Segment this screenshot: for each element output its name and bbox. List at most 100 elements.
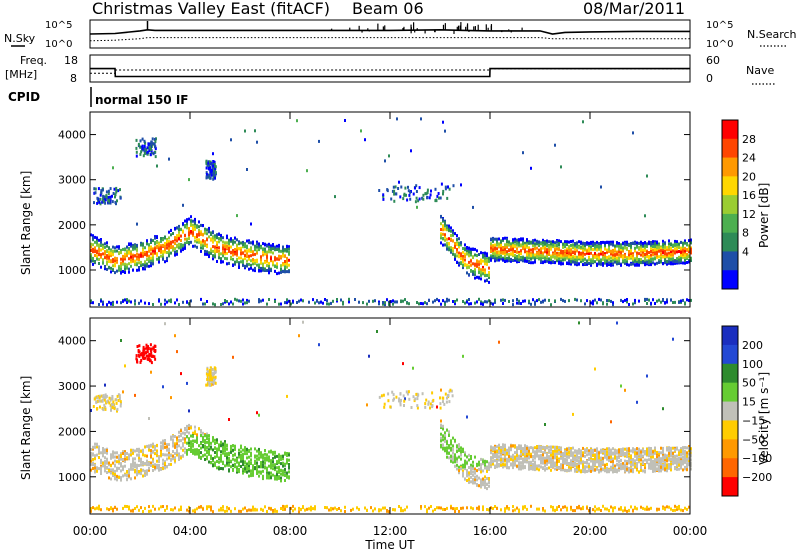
range-cell xyxy=(618,257,620,261)
range-cell xyxy=(178,430,180,434)
range-cell xyxy=(92,467,94,470)
range-cell xyxy=(130,467,132,471)
range-cell xyxy=(112,450,114,454)
range-cell xyxy=(206,232,208,236)
range-cell xyxy=(162,257,164,261)
range-cell xyxy=(488,266,490,270)
range-cell xyxy=(504,236,506,240)
range-cell xyxy=(164,260,166,264)
range-cell xyxy=(100,508,102,512)
range-cell xyxy=(474,268,476,272)
range-cell xyxy=(134,463,136,467)
range-cell xyxy=(196,238,198,242)
range-cell xyxy=(690,250,692,254)
range-cell xyxy=(258,263,260,267)
range-cell xyxy=(134,449,136,453)
range-cell xyxy=(162,445,164,449)
range-cell xyxy=(582,245,584,249)
range-cell xyxy=(428,298,430,302)
range-cell xyxy=(526,259,528,263)
range-cell xyxy=(176,298,178,302)
range-cell xyxy=(462,254,464,258)
range-cell xyxy=(568,255,570,259)
range-cell xyxy=(96,453,98,457)
range-cell xyxy=(118,466,120,470)
range-cell xyxy=(670,254,672,258)
range-cell xyxy=(686,298,688,302)
range-cell xyxy=(476,249,478,253)
range-cell xyxy=(92,458,94,461)
range-cell xyxy=(440,234,442,238)
range-cell xyxy=(158,242,160,246)
range-cell xyxy=(440,222,442,226)
range-cell xyxy=(242,507,244,511)
range-cell xyxy=(492,460,494,463)
range-cell xyxy=(534,238,536,242)
range-cell xyxy=(184,225,186,229)
range-cell xyxy=(107,189,110,193)
range-cell xyxy=(264,449,266,452)
range-cell xyxy=(198,232,200,236)
range-cell xyxy=(148,264,150,268)
range-cell xyxy=(112,268,114,272)
range-cell xyxy=(164,322,166,326)
range-cell xyxy=(98,467,100,471)
range-cell xyxy=(166,300,168,304)
range-cell xyxy=(474,477,476,481)
range-cell xyxy=(274,477,276,481)
range-cell xyxy=(100,255,102,259)
range-cell xyxy=(490,461,492,465)
range-cell xyxy=(198,228,200,232)
range-cell xyxy=(582,243,584,247)
range-cell xyxy=(176,243,178,247)
range-cell xyxy=(234,236,236,240)
range-cell xyxy=(256,140,258,144)
range-cell xyxy=(472,460,474,464)
range-cell xyxy=(198,449,200,452)
range-cell xyxy=(222,251,224,255)
range-cell xyxy=(404,298,406,302)
range-cell xyxy=(214,176,216,180)
range-cell xyxy=(168,243,170,247)
range-cell xyxy=(120,251,122,255)
range-cell xyxy=(252,465,254,469)
range-cell xyxy=(596,263,598,267)
range-cell xyxy=(642,251,644,254)
range-cell xyxy=(614,244,616,248)
range-cell xyxy=(209,170,212,174)
range-cell xyxy=(590,247,592,251)
range-cell xyxy=(104,461,106,465)
range-cell xyxy=(366,508,368,512)
range-cell xyxy=(252,262,254,266)
range-cell xyxy=(178,303,180,306)
range-cell xyxy=(544,260,546,264)
range-cell xyxy=(484,262,486,266)
range-cell xyxy=(672,243,674,247)
range-cell xyxy=(226,241,228,245)
range-cell xyxy=(562,262,564,266)
range-cell xyxy=(210,461,212,465)
range-cell xyxy=(166,251,168,254)
range-cell xyxy=(188,448,190,452)
range-cell xyxy=(608,257,610,261)
range-cell xyxy=(440,445,442,449)
range-cell xyxy=(306,507,308,511)
range-cell xyxy=(222,244,224,248)
range-cell xyxy=(126,249,128,253)
range-cell xyxy=(570,248,572,252)
range-cell xyxy=(142,468,144,472)
range-cell xyxy=(276,460,278,464)
range-cell xyxy=(224,509,226,513)
range-cell xyxy=(688,260,690,264)
range-cell xyxy=(168,245,170,249)
range-cell xyxy=(226,246,228,250)
range-cell xyxy=(132,247,134,251)
range-cell xyxy=(162,442,164,446)
range-cell xyxy=(552,255,554,259)
range-cell xyxy=(180,249,182,253)
range-cell xyxy=(280,476,282,480)
range-cell xyxy=(272,251,274,255)
range-cell xyxy=(376,330,378,333)
range-cell xyxy=(212,245,214,249)
range-cell xyxy=(588,258,590,262)
